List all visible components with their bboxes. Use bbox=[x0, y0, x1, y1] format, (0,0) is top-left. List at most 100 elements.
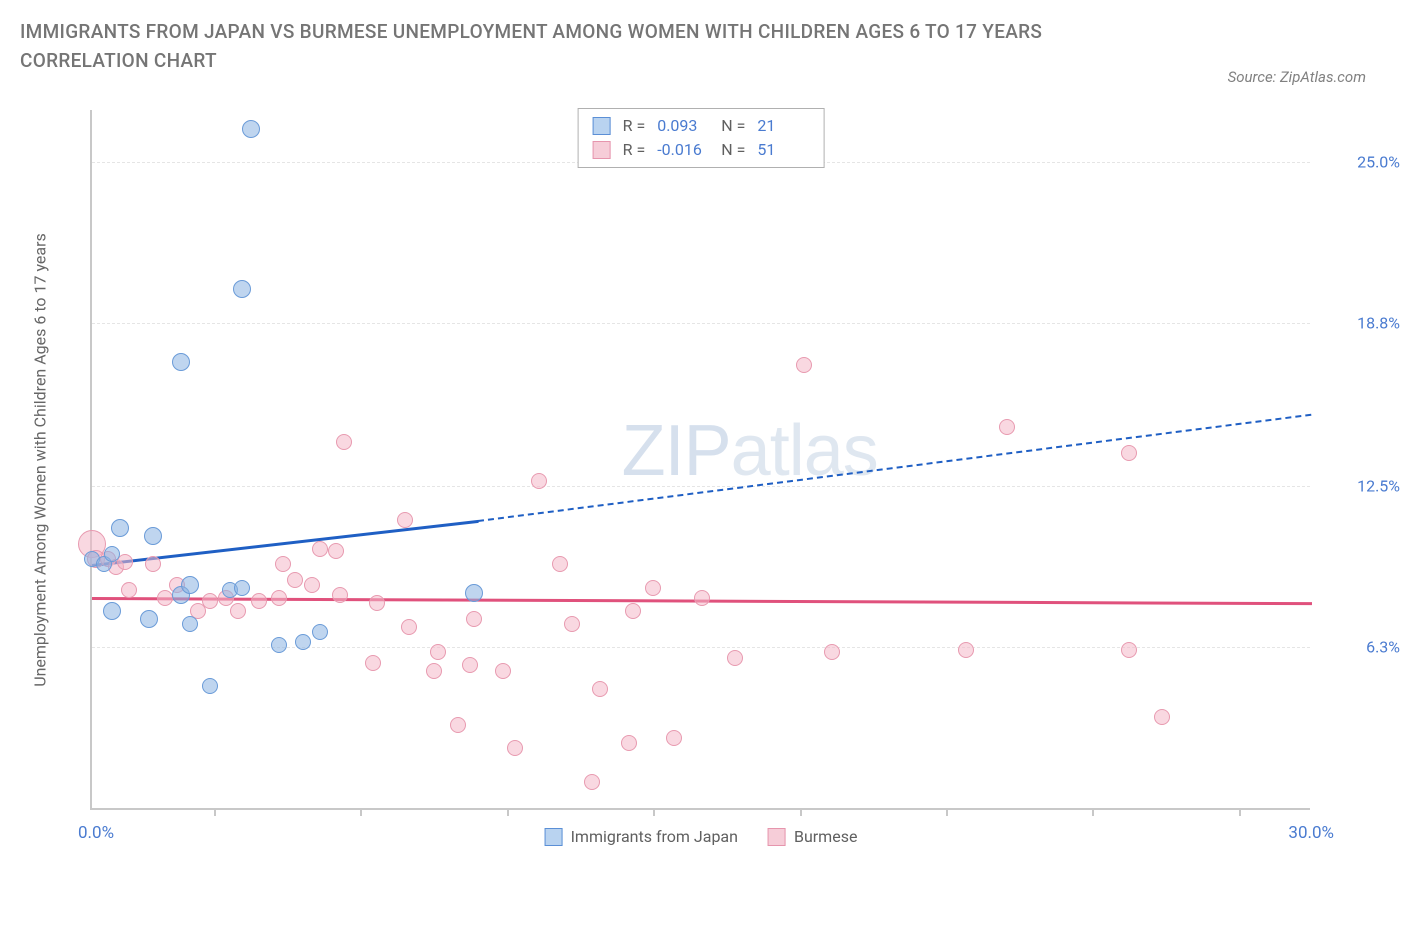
n-label: N = bbox=[721, 114, 745, 138]
point-burmese bbox=[332, 587, 348, 603]
point-japan bbox=[233, 280, 251, 298]
point-japan bbox=[182, 616, 198, 632]
point-japan bbox=[104, 546, 120, 562]
point-burmese bbox=[495, 663, 511, 679]
point-burmese bbox=[426, 663, 442, 679]
n-label: N = bbox=[721, 138, 745, 162]
y-tick-label: 18.8% bbox=[1357, 313, 1400, 332]
point-japan bbox=[111, 519, 129, 537]
point-burmese bbox=[145, 556, 161, 572]
point-burmese bbox=[796, 357, 812, 373]
r-label: R = bbox=[623, 114, 646, 138]
point-burmese bbox=[336, 434, 352, 450]
legend-stats-row: R = -0.016 N = 51 bbox=[593, 138, 810, 162]
source-credit: Source: ZipAtlas.com bbox=[1228, 68, 1366, 86]
point-burmese bbox=[271, 590, 287, 606]
point-burmese bbox=[824, 644, 840, 660]
y-tick-label: 12.5% bbox=[1357, 476, 1400, 495]
point-burmese bbox=[328, 543, 344, 559]
point-burmese bbox=[1121, 445, 1137, 461]
x-tick bbox=[800, 808, 802, 816]
legend-stats: R = 0.093 N = 21 R = -0.016 N = 51 bbox=[578, 108, 825, 168]
point-burmese bbox=[121, 582, 137, 598]
point-japan bbox=[234, 580, 250, 596]
point-burmese bbox=[625, 603, 641, 619]
point-japan bbox=[465, 584, 483, 602]
point-japan bbox=[144, 527, 162, 545]
point-burmese bbox=[727, 650, 743, 666]
x-tick bbox=[507, 808, 509, 816]
n-value: 51 bbox=[757, 138, 809, 162]
legend-stats-row: R = 0.093 N = 21 bbox=[593, 114, 810, 138]
plot-region: ZIPatlas R =0.093N =21R =-0.016N =51 Imm… bbox=[90, 110, 1310, 810]
legend-swatch bbox=[768, 828, 786, 846]
point-japan bbox=[295, 634, 311, 650]
point-burmese bbox=[304, 577, 320, 593]
point-burmese bbox=[1154, 709, 1170, 725]
point-burmese bbox=[531, 473, 547, 489]
point-burmese bbox=[564, 616, 580, 632]
point-japan bbox=[103, 602, 121, 620]
x-max-label: 30.0% bbox=[1288, 823, 1334, 843]
legend-series-item: Immigrants from Japan bbox=[545, 827, 738, 846]
legend-series: Immigrants from Japan Burmese bbox=[545, 827, 858, 846]
x-tick bbox=[360, 808, 362, 816]
y-tick-label: 6.3% bbox=[1366, 637, 1400, 656]
point-japan bbox=[271, 637, 287, 653]
point-burmese bbox=[369, 595, 385, 611]
point-burmese bbox=[694, 590, 710, 606]
point-burmese bbox=[552, 556, 568, 572]
x-min-label: 0.0% bbox=[78, 823, 114, 843]
r-label: R = bbox=[623, 138, 646, 162]
point-burmese bbox=[251, 593, 267, 609]
point-burmese bbox=[202, 593, 218, 609]
point-burmese bbox=[507, 740, 523, 756]
x-tick bbox=[214, 808, 216, 816]
watermark: ZIPatlas bbox=[622, 410, 878, 492]
point-burmese bbox=[275, 556, 291, 572]
point-burmese bbox=[312, 541, 328, 557]
point-burmese bbox=[999, 419, 1015, 435]
point-burmese bbox=[592, 681, 608, 697]
y-tick-label: 25.0% bbox=[1357, 152, 1400, 171]
r-value: -0.016 bbox=[657, 138, 709, 162]
point-japan bbox=[140, 610, 158, 628]
y-axis-label: Unemployment Among Women with Children A… bbox=[31, 233, 50, 687]
x-tick bbox=[1092, 808, 1094, 816]
legend-swatch bbox=[593, 141, 611, 159]
legend-series-label: Immigrants from Japan bbox=[571, 827, 738, 846]
point-japan bbox=[312, 624, 328, 640]
grid-line bbox=[92, 486, 1310, 487]
trend-line-dash bbox=[478, 413, 1312, 521]
watermark-bold: ZIP bbox=[622, 411, 731, 491]
point-japan bbox=[202, 678, 218, 694]
legend-series-item: Burmese bbox=[768, 827, 857, 846]
point-burmese bbox=[430, 644, 446, 660]
point-burmese bbox=[450, 717, 466, 733]
point-burmese bbox=[230, 603, 246, 619]
point-burmese bbox=[584, 774, 600, 790]
x-tick bbox=[653, 808, 655, 816]
point-japan bbox=[181, 576, 199, 594]
point-burmese bbox=[462, 657, 478, 673]
point-burmese bbox=[397, 512, 413, 528]
point-burmese bbox=[287, 572, 303, 588]
chart-area: Unemployment Among Women with Children A… bbox=[60, 110, 1310, 810]
chart-title: IMMIGRANTS FROM JAPAN VS BURMESE UNEMPLO… bbox=[20, 18, 1170, 75]
point-burmese bbox=[621, 735, 637, 751]
grid-line bbox=[92, 323, 1310, 324]
point-burmese bbox=[365, 655, 381, 671]
point-burmese bbox=[958, 642, 974, 658]
legend-swatch bbox=[593, 117, 611, 135]
x-tick bbox=[1239, 808, 1241, 816]
r-value: 0.093 bbox=[657, 114, 709, 138]
x-tick bbox=[946, 808, 948, 816]
point-japan bbox=[242, 120, 260, 138]
point-burmese bbox=[466, 611, 482, 627]
point-burmese bbox=[645, 580, 661, 596]
point-burmese bbox=[157, 590, 173, 606]
legend-swatch bbox=[545, 828, 563, 846]
n-value: 21 bbox=[757, 114, 809, 138]
point-japan bbox=[172, 353, 190, 371]
point-burmese bbox=[666, 730, 682, 746]
